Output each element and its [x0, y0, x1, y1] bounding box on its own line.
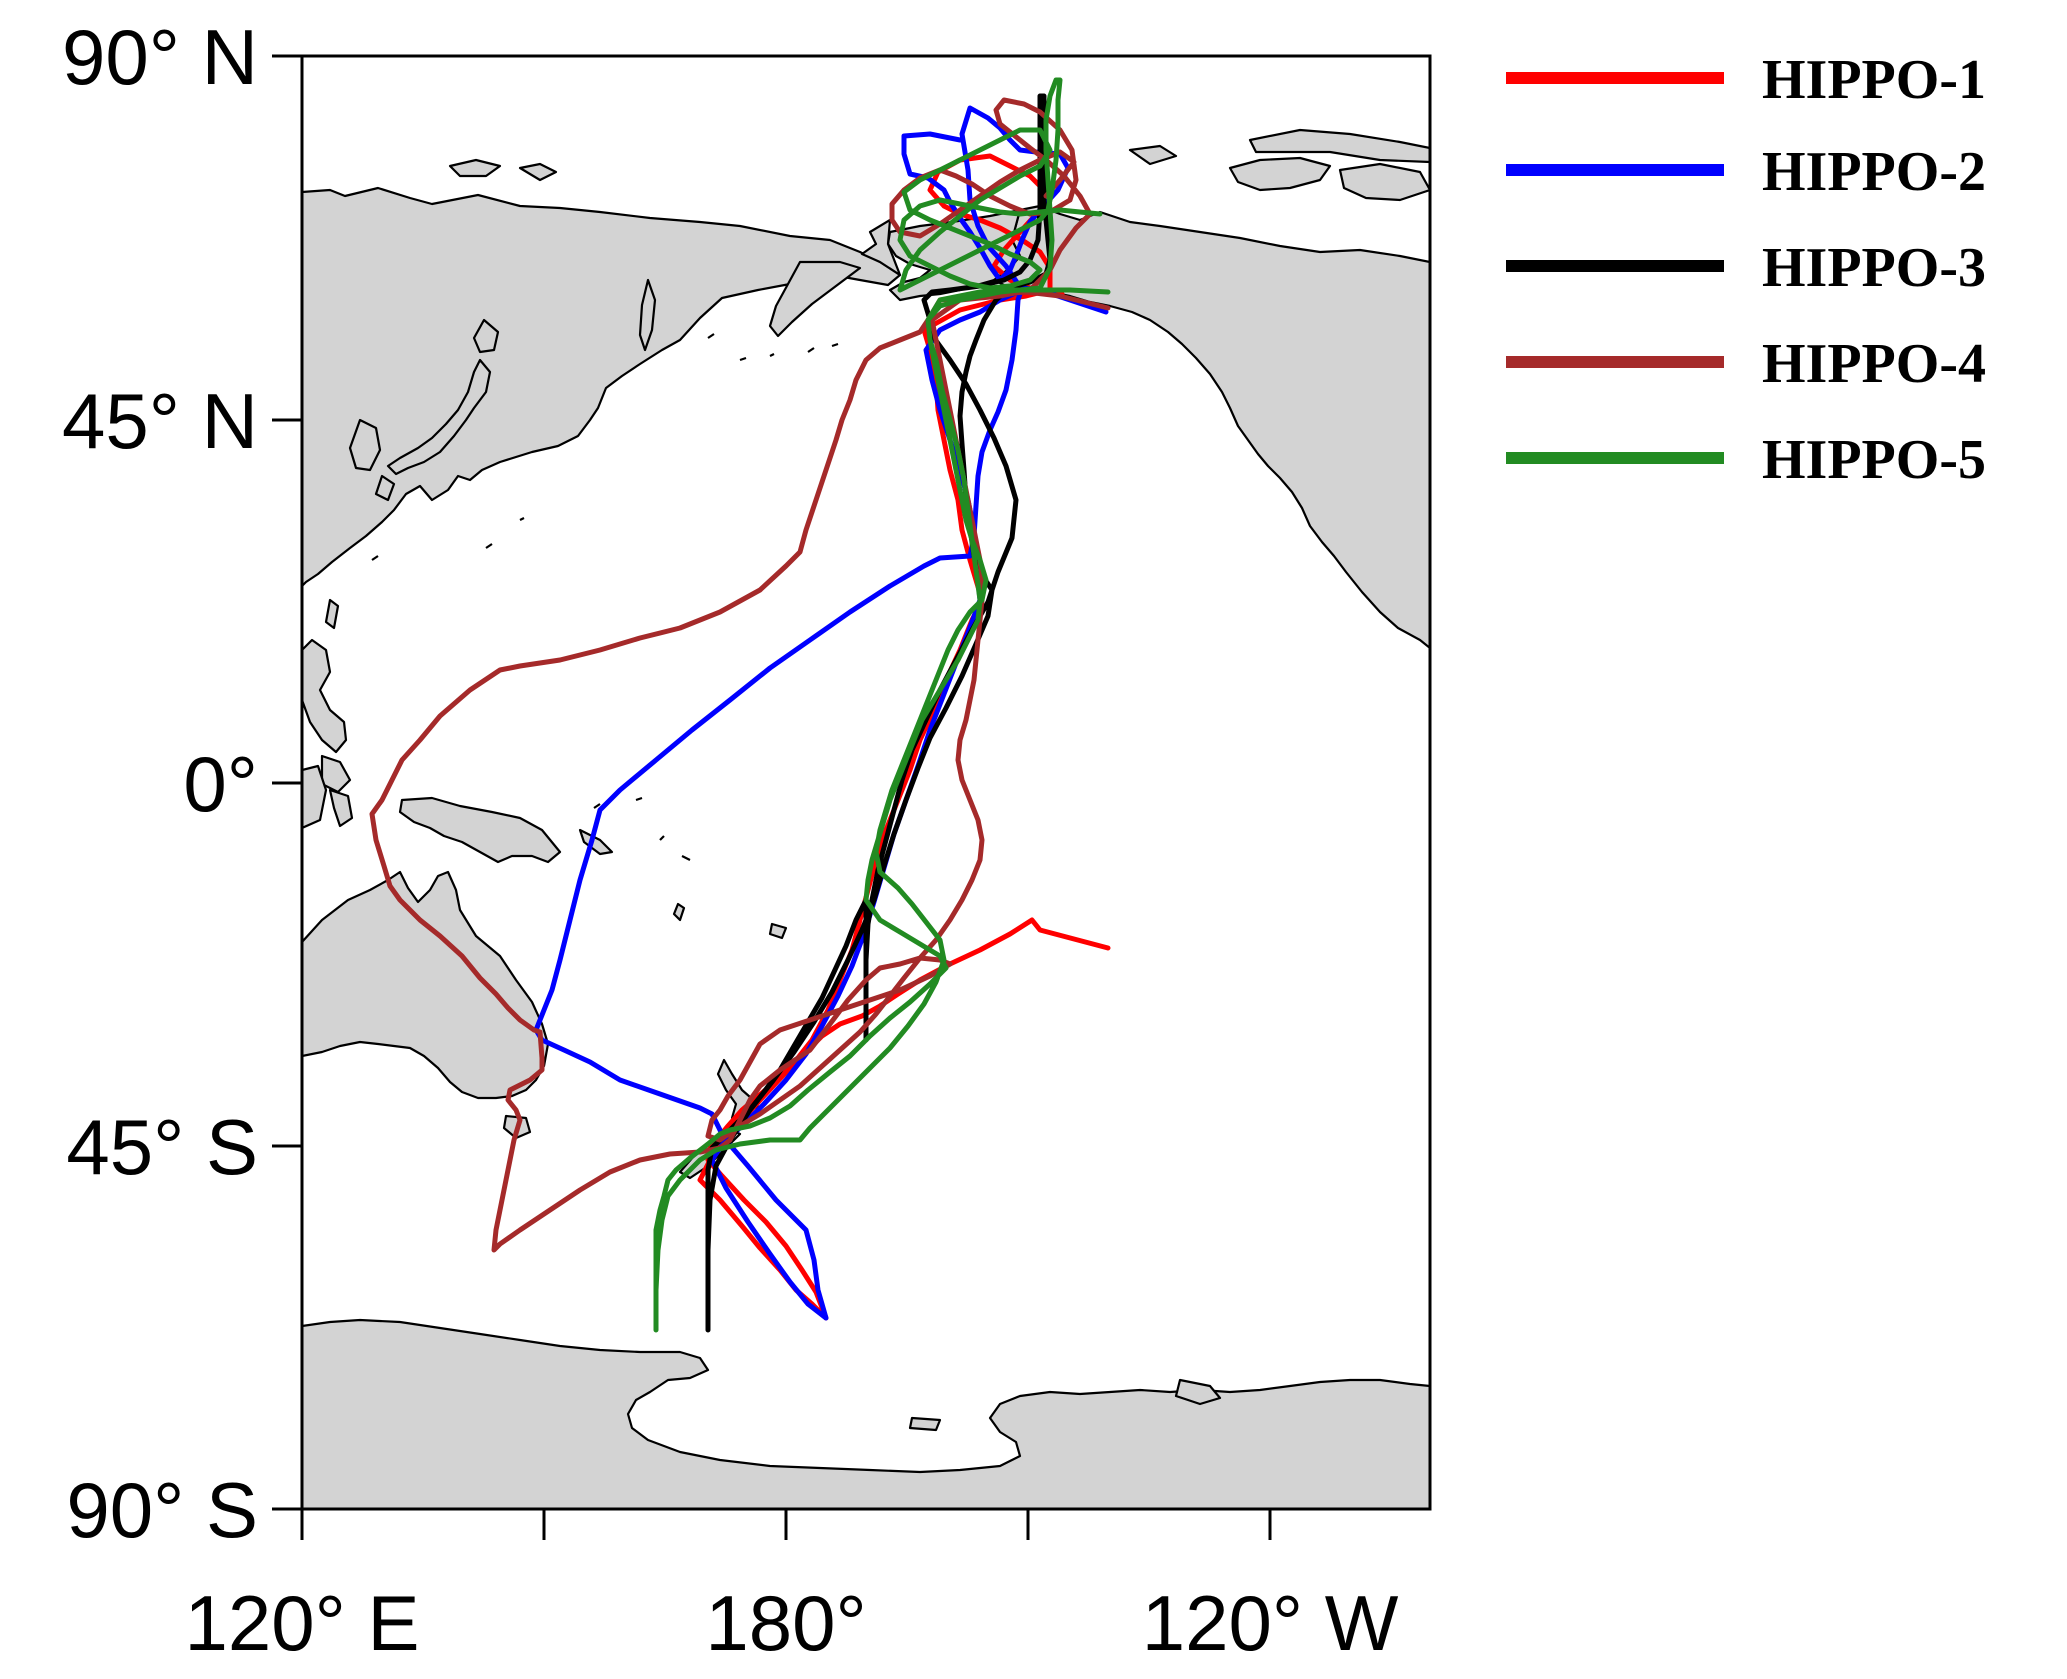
- landmass-arctic-islands-3: [1248, 128, 1430, 164]
- legend: HIPPO-1 HIPPO-2 HIPPO-3 HIPPO-4 HIPPO-5: [1506, 49, 1986, 491]
- legend-item-hippo-5: HIPPO-5: [1506, 429, 1986, 491]
- legend-item-hippo-1: HIPPO-1: [1506, 49, 1986, 111]
- lat-label-eq: 0°: [183, 740, 258, 828]
- landmass-antarctic-island: [908, 1416, 942, 1432]
- legend-item-hippo-2: HIPPO-2: [1506, 141, 1986, 203]
- landmass-sulawesi: [328, 788, 354, 828]
- lon-label-120w: 120° W: [1142, 1579, 1399, 1667]
- track-hippo-2: [533, 105, 1109, 1321]
- legend-label-hippo-5: HIPPO-5: [1762, 429, 1986, 491]
- landmass-new-guinea: [398, 796, 562, 864]
- legend-label-hippo-4: HIPPO-4: [1762, 333, 1986, 395]
- landmass-borneo: [302, 764, 328, 830]
- lon-label-180: 180°: [705, 1579, 866, 1667]
- landmass-asia: [302, 186, 902, 588]
- lat-label-45s: 45° S: [66, 1103, 258, 1191]
- landmass-arctic-islands-2: [1338, 162, 1430, 202]
- landmass-hokkaido: [472, 318, 500, 354]
- landmass-arctic-islands-4: [1128, 144, 1178, 166]
- track-hippo-5: [653, 77, 1111, 1333]
- landmass-sakhalin: [638, 278, 657, 352]
- lat-ticks: [272, 54, 302, 1511]
- legend-item-hippo-4: HIPPO-4: [1506, 333, 1986, 395]
- track-hippo-4: [369, 97, 1111, 1253]
- landmass-antarctica: [302, 1318, 1430, 1509]
- legend-item-hippo-3: HIPPO-3: [1506, 237, 1986, 299]
- lon-ticks: [300, 1509, 1272, 1540]
- landmass-taiwan: [324, 598, 340, 630]
- landmass-arctic-islands: [1228, 156, 1332, 192]
- landmass-solomon-islands: [578, 828, 614, 856]
- landmass-kyushu: [374, 474, 396, 502]
- lat-label-90s: 90° S: [66, 1466, 258, 1554]
- legend-label-hippo-3: HIPPO-3: [1762, 237, 1986, 299]
- lat-label-45n: 45° N: [62, 377, 258, 465]
- islands-pacific: [371, 333, 839, 861]
- landmass-svalbard: [448, 158, 502, 178]
- landmass-novaya: [518, 162, 558, 182]
- lon-label-120e: 120° E: [184, 1579, 419, 1667]
- legend-label-hippo-1: HIPPO-1: [1762, 49, 1986, 111]
- landmass-chukotka: [860, 218, 902, 277]
- lat-label-90n: 90° N: [62, 13, 258, 101]
- landmass-japan: [386, 358, 492, 476]
- legend-label-hippo-2: HIPPO-2: [1762, 141, 1986, 203]
- flight-tracks: [369, 77, 1111, 1333]
- landmass-philippines: [302, 638, 348, 754]
- landmass-kamchatka: [768, 260, 862, 338]
- track-hippo-3: [705, 93, 1053, 1333]
- map-body: [302, 128, 1430, 1509]
- landmass-korea: [348, 418, 382, 472]
- landmass-vanuatu: [672, 902, 686, 922]
- landmass-antarctic-peninsula: [1174, 1378, 1222, 1406]
- landmass-fiji: [768, 922, 788, 940]
